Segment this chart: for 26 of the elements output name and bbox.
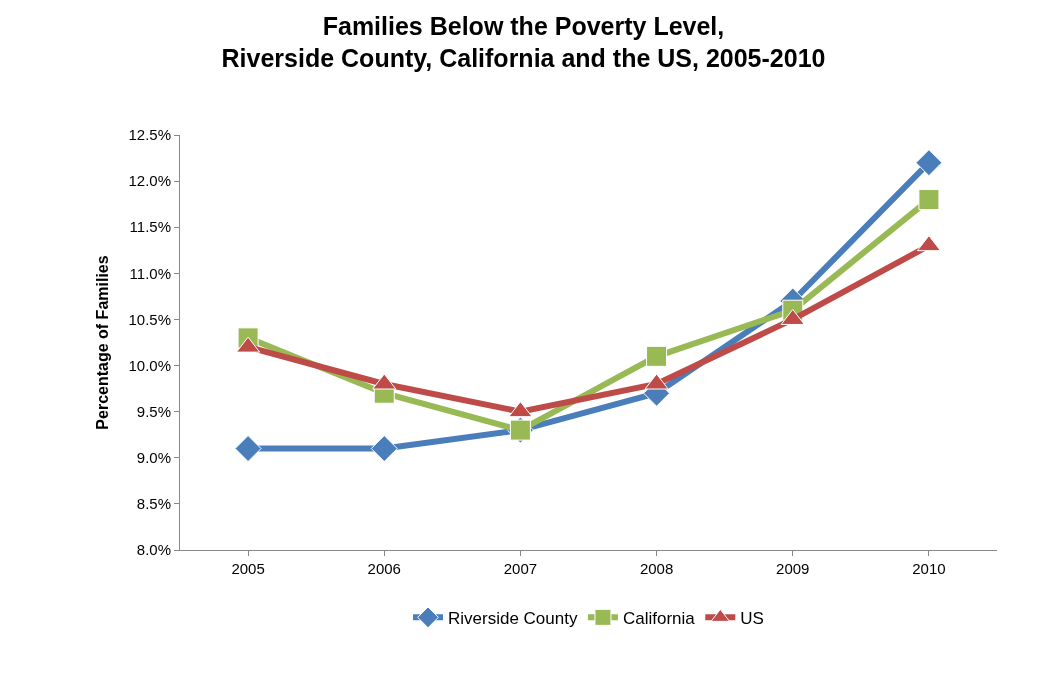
point xyxy=(370,435,398,463)
y-tick-label: 12.0% xyxy=(128,172,171,190)
legend-label: Riverside County xyxy=(448,608,578,628)
point xyxy=(918,189,940,211)
y-tick-label: 9.5% xyxy=(136,402,171,420)
legend-label: California xyxy=(622,608,696,628)
chart-title: Families Below the Poverty Level, Riverside County, California and the US, 2005-2010 xyxy=(221,11,826,72)
y-tick-label: 11.5% xyxy=(129,218,171,236)
legend-label: US xyxy=(740,608,764,628)
y-axis-title: Percentage of Families xyxy=(94,255,112,430)
y-tick-label: 8.5% xyxy=(136,495,171,513)
x-tick-label: 2008 xyxy=(639,560,674,577)
x-tick-label: 2010 xyxy=(912,560,946,577)
y-tick-label: 10.5% xyxy=(128,310,171,328)
y-tick-label: 11.0% xyxy=(129,264,171,282)
x-tick-label: 2006 xyxy=(367,560,401,577)
y-tick-label: 8.0% xyxy=(136,541,171,559)
point xyxy=(646,345,668,367)
x-tick-label: 2009 xyxy=(776,560,810,577)
point xyxy=(234,435,262,463)
y-tick-label: 10.0% xyxy=(128,356,171,374)
point xyxy=(915,149,943,177)
y-tick-label: 9.0% xyxy=(136,449,171,467)
x-tick-label: 2007 xyxy=(503,560,538,577)
x-tick-label: 2005 xyxy=(231,560,265,577)
y-tick-label: 12.5% xyxy=(128,126,171,144)
